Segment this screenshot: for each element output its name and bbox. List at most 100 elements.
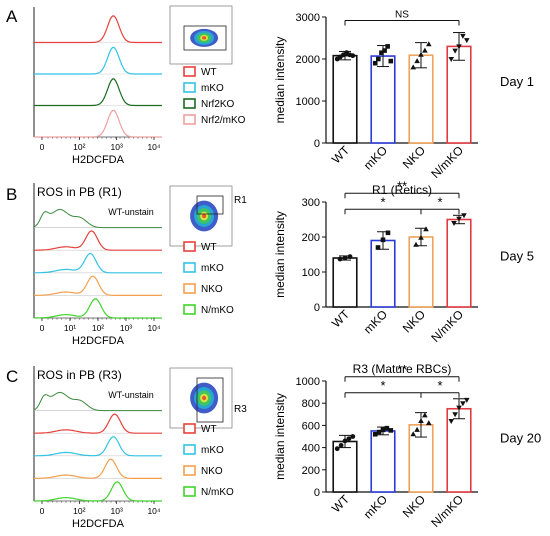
- hist-curve-1: [34, 413, 162, 434]
- data-point: [372, 431, 378, 437]
- category-label: N/mKO: [428, 307, 466, 345]
- hist-curve-2: [34, 436, 162, 457]
- hist-tick-label: 10⁴: [147, 142, 160, 152]
- data-point: [422, 412, 428, 418]
- y-tick-label: 2000: [296, 54, 320, 66]
- hist-tick-label: 0: [40, 323, 45, 333]
- y-tick-label: 0: [314, 138, 320, 150]
- inset-density: [202, 213, 207, 219]
- data-point: [423, 226, 429, 232]
- legend-label: mKO: [201, 83, 224, 94]
- data-point: [448, 57, 455, 62]
- panel-letter: B: [6, 185, 17, 204]
- hist-curve-4: [34, 109, 162, 138]
- category-label: mKO: [361, 143, 390, 172]
- legend-swatch: [183, 465, 196, 476]
- panel-letter: A: [6, 7, 18, 26]
- inset-gate: [183, 25, 227, 51]
- day-label: Day 5: [500, 249, 534, 264]
- y-tick-label: 800: [302, 398, 320, 410]
- data-point: [425, 41, 432, 47]
- hist-x-label: H2DCFDA: [72, 335, 125, 347]
- hist-x-label: H2DCFDA: [72, 518, 125, 530]
- legend-label: N/mKO: [201, 305, 234, 316]
- data-point: [338, 442, 344, 448]
- hist-tick-label: 10²: [73, 142, 85, 152]
- histogram: 0 10² 10³ 10⁴ H2DCFDA: [33, 7, 162, 166]
- bar-nko: [408, 236, 434, 308]
- legend-label: NKO: [201, 466, 223, 477]
- data-point: [347, 254, 353, 259]
- category-label: WT: [329, 307, 353, 331]
- legend-label: mKO: [201, 263, 224, 274]
- hist-curve-1: [34, 15, 162, 44]
- data-point: [414, 58, 420, 64]
- gate-label: R3: [234, 404, 247, 415]
- hist-tick-label: 0: [40, 506, 45, 516]
- hist-curve-1: [34, 230, 162, 251]
- hist-tick-label: 10²: [73, 506, 85, 516]
- sig-label: *: [437, 378, 442, 393]
- gating-inset: [169, 5, 233, 65]
- y-tick-label: 1000: [296, 96, 320, 108]
- legend-label: NKO: [201, 284, 223, 295]
- y-axis-label: median intensity: [273, 37, 287, 124]
- legend-label: N/mKO: [201, 487, 234, 498]
- data-point: [376, 56, 381, 62]
- category-label: WT: [329, 492, 353, 516]
- y-tick-label: 100: [302, 267, 320, 279]
- data-point: [337, 256, 343, 262]
- category-label: N/mKO: [428, 143, 466, 181]
- legend: WT mKO Nrf2KO Nrf2/mKO: [183, 66, 246, 126]
- hist-curve-unstain: [33, 208, 162, 229]
- data-point: [418, 234, 424, 240]
- sig-label: *: [437, 194, 442, 209]
- hist-tick-label: 10³: [111, 142, 123, 152]
- sig-label: *: [380, 378, 385, 393]
- legend-swatch: [183, 241, 196, 252]
- hist-curve-3: [34, 458, 162, 479]
- legend: WT mKO NKO N/mKO: [183, 241, 234, 316]
- data-point: [461, 213, 467, 219]
- inset-gate: [196, 377, 224, 423]
- bar-chart: 0 1000 2000 3000 median intensity WT mKO NKO N/m…: [273, 10, 478, 181]
- panel-c: C ROS in PB (R3) WT-unstain 0 10² 10³ 10⁴ H2DCF…: [6, 362, 541, 530]
- data-point: [385, 44, 390, 49]
- legend-label: WT: [201, 242, 217, 253]
- bar-wt: [332, 257, 358, 308]
- data-point: [334, 446, 340, 452]
- hist-curve-2: [34, 252, 162, 274]
- legend: WT mKO NKO N/mKO: [183, 423, 234, 498]
- hist-curve-2: [34, 46, 162, 75]
- hist-curve-3: [34, 78, 162, 107]
- data-point: [463, 38, 470, 44]
- legend-swatch: [183, 262, 196, 273]
- panel-b: B ROS in PB (R1) WT-unstain 0 10¹ 10² 10³ 10⁴ H2…: [6, 178, 534, 347]
- sig-label: **: [397, 362, 407, 377]
- legend-swatch: [183, 66, 196, 77]
- hist-curve-4: [34, 481, 162, 502]
- gating-inset: R1: [169, 185, 247, 247]
- data-point: [448, 418, 455, 424]
- data-point: [384, 425, 390, 431]
- data-point: [380, 427, 386, 433]
- legend-swatch: [183, 283, 196, 294]
- hist-tick-label: 10⁴: [147, 506, 160, 516]
- legend-swatch: [183, 114, 196, 125]
- chart-title: R3 (Mature RBCs): [353, 362, 452, 376]
- legend-label: WT: [201, 67, 217, 78]
- bar-mko: [370, 239, 396, 308]
- bar-mko: [370, 55, 396, 144]
- bar-chart: R3 (Mature RBCs) 0 200 400 600 800 1000 median …: [273, 362, 478, 530]
- bar-wt: [332, 54, 358, 144]
- y-tick-label: 1000: [296, 376, 320, 388]
- legend-swatch: [183, 444, 196, 455]
- category-label: WT: [329, 143, 353, 167]
- y-axis-label: median intensity: [273, 211, 287, 298]
- data-point: [342, 255, 348, 261]
- inset-density: [202, 36, 207, 40]
- data-point: [410, 64, 417, 70]
- category-label: NKO: [400, 143, 428, 171]
- inset-gate: [196, 195, 224, 215]
